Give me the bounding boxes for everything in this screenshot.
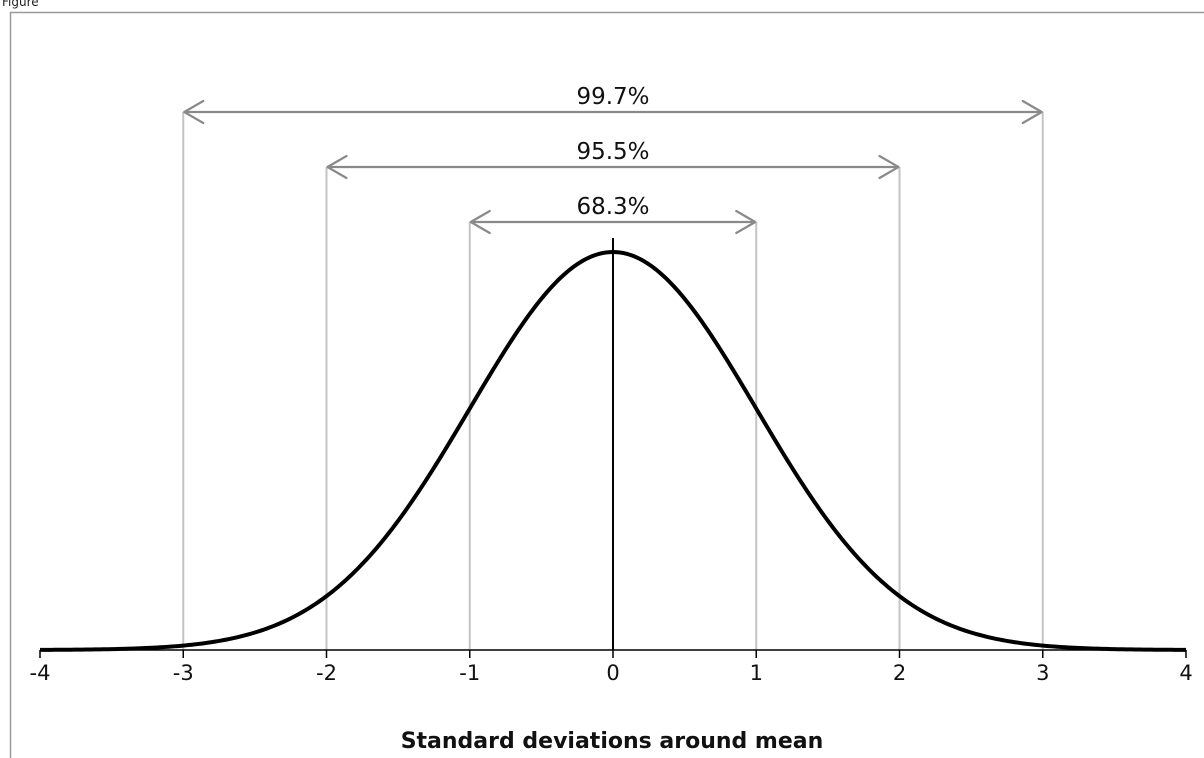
band-1sd-arrowhead-left xyxy=(469,209,491,235)
x-axis xyxy=(39,649,1187,658)
band-1sd: 68.3% xyxy=(469,194,757,235)
band-1sd-arrowhead-right xyxy=(735,209,757,235)
x-tick-label-3: 3 xyxy=(1036,661,1049,685)
corner-caption: Figure xyxy=(2,0,39,9)
band-1sd-label: 68.3% xyxy=(576,194,649,220)
x-tick-label-minus2: -2 xyxy=(316,661,337,685)
band-3sd-arrowhead-right xyxy=(1021,99,1043,125)
chart-border xyxy=(9,11,1204,758)
x-tick-label-minus3: -3 xyxy=(173,661,194,685)
x-tick-labels: -4 -3 -2 -1 0 1 2 3 4 xyxy=(30,661,1193,685)
sd-band-arrows: 68.3% 95.5% 99.7% xyxy=(183,84,1043,235)
band-2sd-label: 95.5% xyxy=(576,139,649,165)
normal-curve xyxy=(39,250,1187,652)
x-tick-label-2: 2 xyxy=(893,661,906,685)
band-2sd-arrowhead-right xyxy=(878,154,900,180)
band-2sd-arrowhead-left xyxy=(326,154,348,180)
band-2sd: 95.5% xyxy=(326,139,900,180)
x-tick-label-0: 0 xyxy=(606,661,619,685)
x-tick-label-4: 4 xyxy=(1179,661,1192,685)
x-tick-label-minus1: -1 xyxy=(459,661,480,685)
sd-guide-lines xyxy=(182,112,1044,650)
x-tick-label-1: 1 xyxy=(750,661,763,685)
curve-layer xyxy=(39,238,1187,652)
band-3sd: 99.7% xyxy=(183,84,1043,125)
x-axis-title: Standard deviations around mean xyxy=(401,729,824,754)
band-3sd-arrowhead-left xyxy=(183,99,205,125)
x-tick-label-minus4: -4 xyxy=(30,661,51,685)
band-3sd-label: 99.7% xyxy=(576,84,649,110)
